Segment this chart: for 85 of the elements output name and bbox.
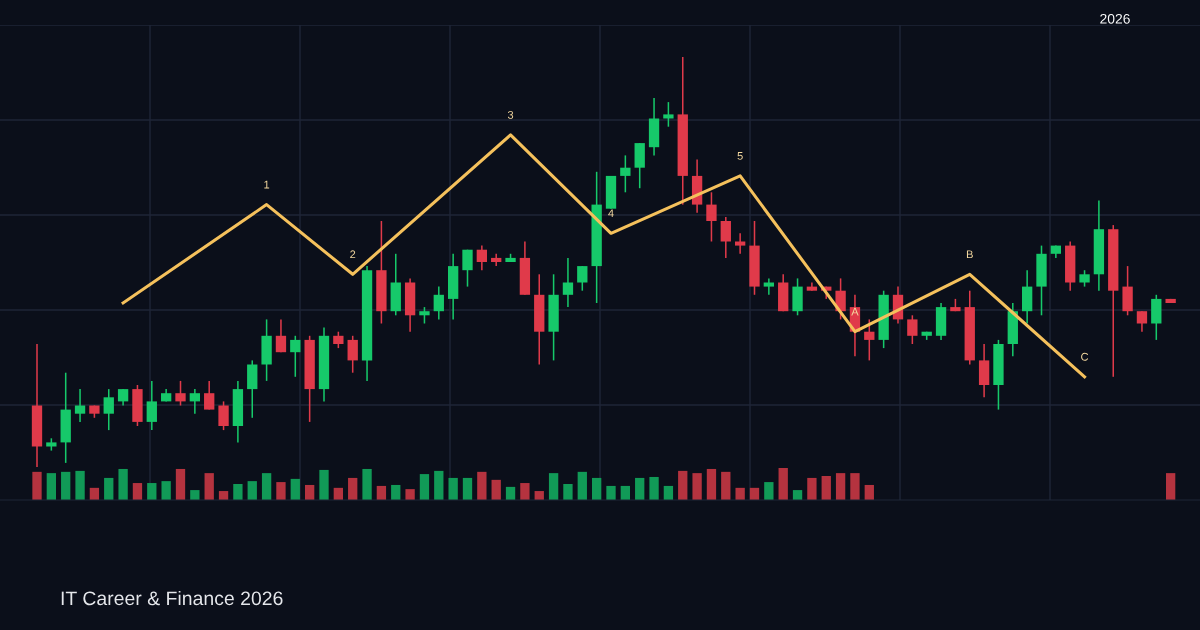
bar	[850, 473, 860, 500]
bar	[864, 484, 874, 500]
candlestick	[720, 216, 731, 259]
bar	[46, 473, 57, 500]
bar	[1165, 473, 1176, 500]
candlestick	[347, 335, 358, 374]
bar	[391, 484, 401, 500]
bar	[419, 474, 430, 500]
candlestick	[1136, 310, 1148, 333]
bar	[290, 478, 300, 500]
annotation: 4	[608, 209, 614, 218]
bar	[434, 470, 444, 500]
bar	[649, 476, 659, 500]
bar	[692, 473, 702, 500]
bar	[821, 476, 831, 500]
annotation: 2	[350, 250, 356, 259]
bar	[261, 473, 272, 500]
bar	[778, 468, 788, 500]
annotation: A	[851, 307, 859, 316]
candlestick	[462, 248, 473, 288]
candlestick	[204, 380, 215, 411]
candlestick	[146, 380, 157, 431]
bar	[348, 477, 358, 500]
bar	[807, 477, 817, 500]
bar	[606, 485, 616, 500]
candlestick	[218, 400, 229, 431]
bar	[548, 473, 559, 500]
candlestick	[734, 232, 746, 255]
bar	[118, 468, 128, 500]
candlestick	[864, 318, 875, 362]
candlestick	[476, 244, 488, 271]
bar	[32, 471, 42, 500]
bar	[477, 471, 487, 500]
bar	[319, 469, 329, 500]
candlestick	[577, 265, 588, 292]
annotation: 5	[737, 152, 743, 160]
candlestick	[706, 191, 717, 243]
bar	[706, 468, 717, 500]
text: IT Career & Finance 2026	[61, 590, 283, 606]
bar	[520, 483, 530, 500]
candlestick	[663, 101, 674, 128]
annotation: B	[966, 250, 973, 259]
candlestick	[103, 388, 114, 431]
bar	[304, 484, 315, 500]
bar	[591, 477, 602, 500]
bar	[721, 471, 731, 500]
candlestick	[290, 335, 301, 378]
candlestick	[620, 154, 631, 194]
candlestick	[907, 314, 918, 345]
bar	[247, 481, 257, 500]
candlestick	[835, 277, 846, 321]
candlestick	[189, 388, 201, 415]
bar	[175, 468, 186, 500]
bar	[577, 471, 587, 500]
bar	[190, 490, 200, 500]
bar	[405, 489, 415, 500]
bar	[132, 483, 143, 500]
bar	[233, 484, 243, 500]
candlestick	[763, 277, 775, 296]
candlestick	[433, 285, 444, 321]
annotation: C	[1081, 352, 1089, 361]
bar	[462, 477, 473, 500]
bar	[448, 477, 458, 500]
annotation: 1	[264, 180, 270, 189]
candlestick	[562, 257, 574, 308]
bar	[563, 484, 573, 500]
text: 2026	[1100, 13, 1130, 24]
bar	[835, 473, 846, 500]
bar	[147, 483, 157, 500]
bar	[161, 481, 171, 500]
bar	[276, 482, 286, 500]
bar	[764, 482, 774, 500]
bar	[75, 470, 85, 500]
annotation: 3	[507, 110, 514, 119]
bar	[491, 479, 501, 500]
bar	[61, 471, 71, 500]
bar	[362, 468, 372, 500]
bar	[678, 470, 688, 500]
bar	[735, 487, 745, 500]
candlestick	[74, 388, 86, 423]
bar	[104, 477, 114, 500]
candlestick	[175, 380, 186, 407]
bar	[204, 473, 214, 500]
candlestick	[275, 318, 287, 353]
bar	[635, 477, 645, 500]
